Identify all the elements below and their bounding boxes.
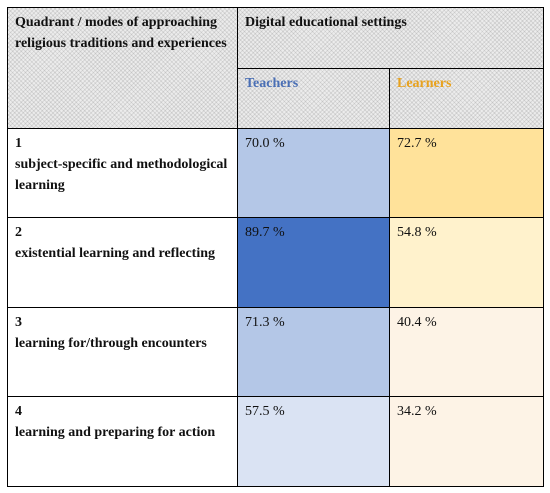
learners-value: 40.4 % — [397, 315, 437, 330]
table-row: 3 learning for/through encounters 71.3 %… — [7, 307, 544, 397]
learners-value-cell: 54.8 % — [389, 217, 544, 308]
teachers-value-cell: 57.5 % — [237, 396, 390, 487]
teachers-header: Teachers — [245, 76, 299, 91]
quadrant-number: 1 — [15, 136, 22, 151]
learners-value: 34.2 % — [397, 404, 437, 419]
quadrant-label: learning for/through encounters — [15, 336, 207, 351]
quadrant-cell: 2 existential learning and reflecting — [7, 217, 238, 308]
teachers-value: 89.7 % — [245, 225, 285, 240]
learners-value-cell: 34.2 % — [389, 396, 544, 487]
learners-header-cell: Learners — [389, 68, 544, 129]
quadrant-number: 3 — [15, 315, 22, 330]
quadrant-number: 4 — [15, 404, 22, 419]
teachers-value: 70.0 % — [245, 136, 285, 151]
teachers-value: 71.3 % — [245, 315, 285, 330]
quadrant-cell: 3 learning for/through encounters — [7, 307, 238, 397]
settings-header: Digital educational settings — [245, 15, 407, 30]
quadrant-header-cell: Quadrant / modes of approaching religiou… — [7, 7, 238, 129]
teachers-value-cell: 70.0 % — [237, 128, 390, 218]
teachers-value-cell: 89.7 % — [237, 217, 390, 308]
table-row: 4 learning and preparing for action 57.5… — [7, 396, 544, 487]
quadrant-cell: 4 learning and preparing for action — [7, 396, 238, 487]
learners-value: 72.7 % — [397, 136, 437, 151]
settings-header-cell: Digital educational settings — [237, 7, 544, 69]
quadrant-number: 2 — [15, 225, 22, 240]
results-table: Quadrant / modes of approaching religiou… — [7, 7, 544, 487]
teachers-value-cell: 71.3 % — [237, 307, 390, 397]
teachers-value: 57.5 % — [245, 404, 285, 419]
quadrant-header: Quadrant / modes of approaching religiou… — [15, 15, 227, 51]
learners-value-cell: 72.7 % — [389, 128, 544, 218]
table-row: 1 subject-specific and methodological le… — [7, 128, 544, 218]
quadrant-cell: 1 subject-specific and methodological le… — [7, 128, 238, 218]
learners-header: Learners — [397, 76, 452, 91]
table-row: 2 existential learning and reflecting 89… — [7, 217, 544, 308]
learners-value-cell: 40.4 % — [389, 307, 544, 397]
quadrant-label: learning and preparing for action — [15, 425, 216, 440]
learners-value: 54.8 % — [397, 225, 437, 240]
teachers-header-cell: Teachers — [237, 68, 390, 129]
quadrant-label: existential learning and reflecting — [15, 246, 215, 261]
quadrant-label: subject-specific and methodological lear… — [15, 157, 228, 193]
